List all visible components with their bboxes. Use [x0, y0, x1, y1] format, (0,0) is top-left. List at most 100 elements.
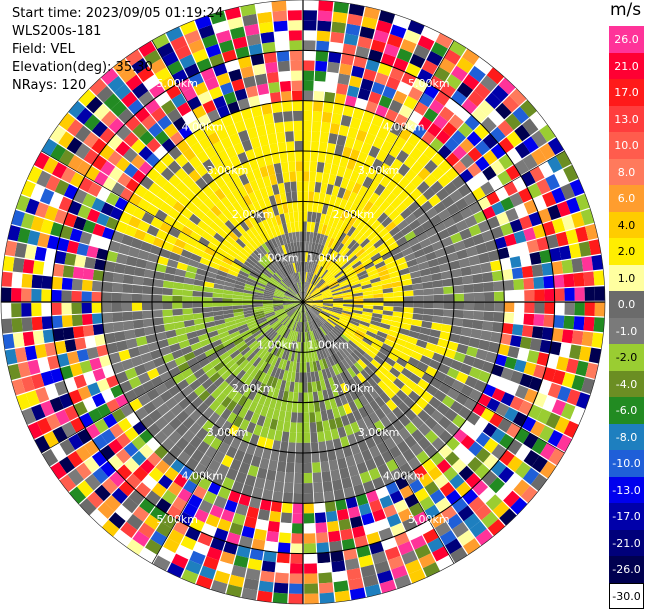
- velocity-gate: [162, 288, 173, 295]
- velocity-gate: [583, 317, 594, 332]
- velocity-gate: [275, 471, 285, 482]
- velocity-gate: [544, 302, 554, 314]
- velocity-gate: [314, 502, 325, 513]
- velocity-gate: [393, 307, 403, 312]
- velocity-gate: [312, 121, 321, 132]
- velocity-gate: [325, 82, 337, 93]
- velocity-gate: [327, 450, 336, 461]
- velocity-gate: [307, 212, 312, 222]
- velocity-gate: [316, 522, 328, 533]
- velocity-gate: [393, 297, 403, 302]
- velocity-gate: [212, 302, 222, 306]
- velocity-gate: [277, 552, 290, 563]
- velocity-gate: [316, 51, 329, 62]
- velocity-gate: [290, 563, 303, 573]
- colorbar-tick-label: 6.0: [608, 192, 645, 205]
- velocity-gate: [303, 30, 316, 40]
- velocity-gate: [291, 191, 297, 201]
- velocity-gate: [533, 314, 544, 326]
- velocity-gate: [303, 0, 318, 10]
- velocity-gate: [451, 326, 462, 335]
- velocity-gate: [182, 302, 192, 308]
- velocity-gate: [441, 324, 452, 333]
- velocity-gate: [414, 296, 424, 302]
- velocity-gate: [92, 281, 103, 292]
- velocity-gate: [304, 523, 315, 533]
- velocity-gate: [290, 422, 297, 433]
- velocity-gate: [270, 92, 281, 103]
- velocity-gate: [453, 310, 464, 318]
- velocity-gate: [523, 314, 534, 326]
- velocity-gate: [383, 302, 393, 306]
- velocity-gate: [513, 313, 524, 324]
- velocity-gate: [102, 313, 113, 323]
- velocity-gate: [291, 543, 303, 553]
- range-ring-label: 4.00km: [182, 469, 224, 482]
- velocity-gate: [84, 336, 96, 348]
- velocity-gate: [585, 302, 595, 316]
- velocity-gate: [328, 531, 341, 542]
- velocity-gate: [317, 31, 331, 42]
- velocity-gate: [23, 259, 35, 274]
- velocity-gate: [272, 491, 283, 502]
- velocity-gate: [11, 273, 22, 288]
- velocity-gate: [52, 277, 63, 290]
- velocity-gate: [332, 12, 347, 24]
- velocity-gate: [103, 323, 114, 334]
- range-ring-label: 2.00km: [232, 208, 274, 221]
- colorbar-tick-label: -21.0: [608, 537, 645, 550]
- velocity-gate: [258, 509, 270, 521]
- velocity-gate: [593, 270, 604, 285]
- velocity-gate: [114, 263, 126, 274]
- velocity-gate: [464, 293, 474, 301]
- velocity-gate: [113, 322, 124, 332]
- velocity-gate: [324, 430, 332, 441]
- velocity-gate: [304, 463, 312, 473]
- velocity-gate: [433, 287, 444, 294]
- velocity-gate: [132, 285, 143, 294]
- velocity-gate: [297, 413, 303, 423]
- velocity-gate: [295, 372, 299, 382]
- info-start-time: Start time: 2023/09/05 01:19:24: [12, 6, 223, 21]
- velocity-gate: [299, 232, 302, 242]
- velocity-gate: [444, 294, 454, 301]
- range-ring-label: 4.00km: [383, 469, 425, 482]
- velocity-gate: [483, 282, 494, 292]
- velocity-gate: [298, 403, 303, 413]
- range-ring-label: 3.00km: [358, 426, 400, 439]
- velocity-gate: [164, 323, 175, 331]
- velocity-gate: [564, 302, 574, 315]
- velocity-gate: [294, 131, 302, 141]
- velocity-gate: [289, 30, 302, 40]
- info-nrays: NRays: 120: [12, 78, 86, 93]
- velocity-gate: [273, 592, 288, 603]
- velocity-gate: [522, 266, 533, 278]
- velocity-gate: [304, 513, 315, 523]
- velocity-gate: [278, 142, 287, 153]
- velocity-gate: [310, 161, 317, 172]
- velocity-gate: [510, 335, 522, 347]
- velocity-gate: [93, 270, 104, 281]
- velocity-gate: [182, 308, 192, 314]
- velocity-gate: [277, 461, 286, 472]
- velocity-gate: [284, 482, 294, 493]
- velocity-gate: [310, 422, 317, 433]
- velocity-gate: [132, 311, 143, 320]
- info-field: Field: VEL: [12, 42, 75, 57]
- velocity-gate: [82, 314, 93, 325]
- velocity-gate: [312, 452, 320, 463]
- velocity-gate: [124, 329, 135, 339]
- range-ring-label: 3.00km: [207, 426, 249, 439]
- velocity-gate: [41, 289, 51, 302]
- velocity-gate: [304, 453, 312, 463]
- velocity-gate: [260, 32, 274, 44]
- velocity-gate: [468, 255, 480, 266]
- velocity-gate: [571, 258, 583, 273]
- colorbar-tick-label: -17.0: [608, 510, 645, 523]
- velocity-gate: [443, 286, 454, 294]
- velocity-gate: [260, 571, 275, 583]
- velocity-gate: [153, 317, 164, 325]
- velocity-gate: [92, 313, 103, 324]
- velocity-gate: [265, 123, 275, 134]
- velocity-gate: [291, 81, 302, 91]
